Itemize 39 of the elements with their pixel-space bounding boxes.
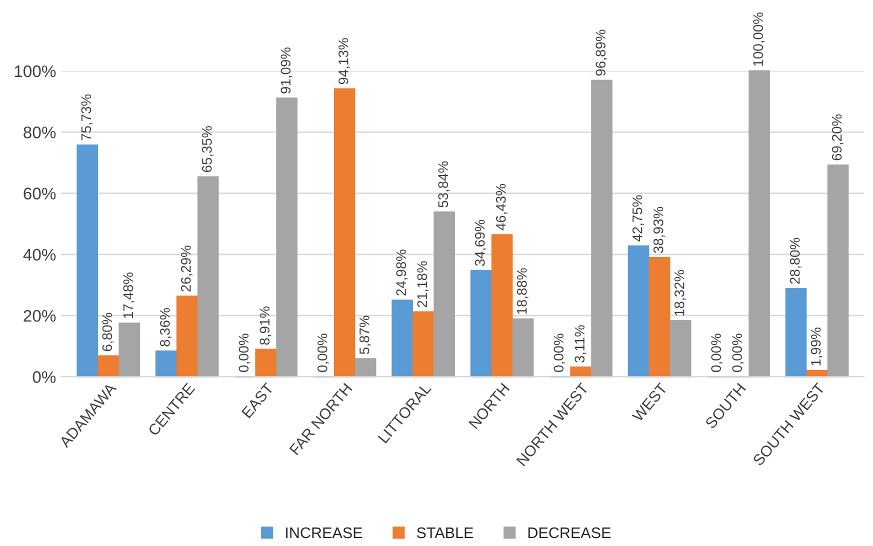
data-label: 26,29% bbox=[180, 246, 192, 292]
data-label: 94,13% bbox=[338, 38, 350, 84]
data-label: 18,88% bbox=[516, 268, 528, 314]
data-label: 53,84% bbox=[438, 161, 450, 208]
data-label: 6,80% bbox=[102, 312, 114, 352]
data-label: 0,00% bbox=[732, 334, 744, 372]
data-label: 5,87% bbox=[359, 316, 371, 354]
data-label: 28,80% bbox=[790, 238, 802, 284]
data-label: 69,20% bbox=[832, 114, 844, 160]
data-label: 65,35% bbox=[202, 126, 214, 172]
y-tick-label: 40% bbox=[23, 248, 56, 261]
data-label: 8,91% bbox=[260, 306, 272, 345]
legend-label: INCREASE bbox=[286, 527, 362, 538]
data-label: 96,89% bbox=[596, 30, 608, 76]
data-label: 42,75% bbox=[632, 195, 644, 242]
data-label: 0,00% bbox=[238, 334, 250, 372]
data-label: 3,11% bbox=[574, 325, 586, 363]
data-label: 0,00% bbox=[317, 334, 329, 372]
y-tick-label: 20% bbox=[24, 310, 56, 322]
data-label: 75,73% bbox=[81, 94, 93, 140]
data-label: 34,69% bbox=[474, 220, 486, 266]
legend-label: STABLE bbox=[416, 527, 474, 538]
legend-label: DECREASE bbox=[528, 527, 611, 538]
data-label: 1,99% bbox=[810, 328, 822, 366]
y-tick-label: 80% bbox=[24, 126, 56, 138]
data-label: 38,93% bbox=[653, 206, 665, 254]
data-label: 8,36% bbox=[160, 308, 172, 346]
data-label: 21,18% bbox=[417, 261, 429, 308]
data-label: 0,00% bbox=[554, 334, 566, 372]
y-tick-label: 60% bbox=[24, 188, 56, 200]
y-tick-label: 100% bbox=[14, 65, 56, 78]
data-label: 18,32% bbox=[674, 270, 686, 316]
data-label: 24,98% bbox=[396, 250, 408, 296]
data-label: 100,00% bbox=[753, 12, 765, 66]
data-label: 17,48% bbox=[123, 272, 135, 318]
y-tick-label: 0% bbox=[32, 371, 56, 383]
data-label: 46,43% bbox=[496, 184, 508, 230]
data-label: 0,00% bbox=[711, 334, 723, 372]
data-label: 91,09% bbox=[280, 47, 292, 94]
